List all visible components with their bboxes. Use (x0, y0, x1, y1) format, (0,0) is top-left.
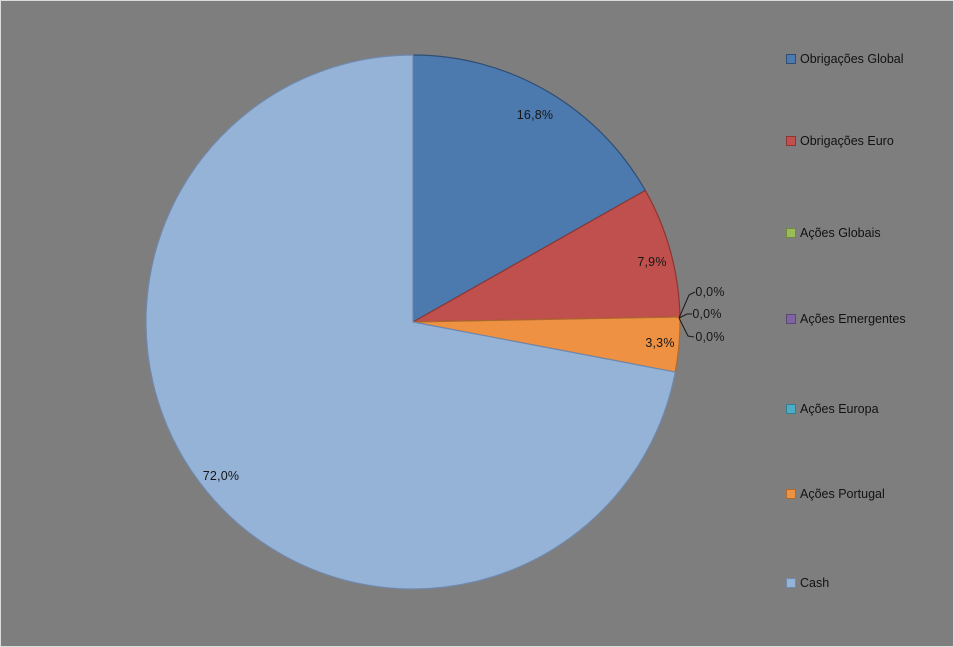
pie-slice-1[interactable] (412, 189, 681, 323)
data-label-obrigacoes-global: 16,8% (516, 108, 554, 122)
pie-slices-group (145, 54, 681, 590)
leader-line-zero-1 (678, 291, 696, 319)
data-label-acoes-portugal: 3,3% (645, 336, 675, 350)
legend-item-obrigacoes-euro[interactable]: Obrigações Euro (786, 133, 894, 148)
legend-label: Cash (800, 575, 830, 590)
pie-slice-0[interactable] (412, 54, 646, 323)
leader-line-zero-2 (678, 313, 692, 319)
legend-swatch-icon (786, 403, 796, 414)
legend-item-cash[interactable]: Cash (786, 575, 829, 590)
data-label-obrigacoes-euro: 7,9% (637, 255, 667, 269)
legend-swatch-icon (786, 135, 796, 146)
legend-label: Ações Europa (800, 401, 879, 416)
data-label-acoes-europa: 0,0% (695, 330, 725, 344)
leader-line-zero-3 (678, 317, 695, 338)
legend-item-obrigacoes-global[interactable]: Obrigações Global (786, 51, 904, 66)
legend-swatch-icon (786, 313, 796, 324)
pie-slice-6[interactable] (145, 54, 676, 590)
leader-lines-group (678, 291, 696, 338)
legend-item-acoes-europa[interactable]: Ações Europa (786, 401, 879, 416)
data-label-cash: 72,0% (202, 469, 240, 483)
legend-label: Ações Globais (800, 225, 881, 240)
data-label-acoes-emergentes: 0,0% (692, 307, 722, 321)
data-label-acoes-globais: 0,0% (695, 285, 725, 299)
legend-label: Obrigações Euro (800, 133, 894, 148)
legend-swatch-icon (786, 227, 796, 238)
legend-label: Obrigações Global (800, 51, 904, 66)
legend-item-acoes-globais[interactable]: Ações Globais (786, 225, 881, 240)
legend-swatch-icon (786, 488, 796, 499)
legend: Obrigações Global Obrigações Euro Ações … (786, 1, 951, 646)
legend-item-acoes-emergentes[interactable]: Ações Emergentes (786, 311, 906, 326)
legend-swatch-icon (786, 53, 796, 64)
legend-label: Ações Emergentes (800, 311, 906, 326)
legend-item-acoes-portugal[interactable]: Ações Portugal (786, 486, 885, 501)
legend-swatch-icon (786, 577, 796, 588)
legend-label: Ações Portugal (800, 486, 885, 501)
